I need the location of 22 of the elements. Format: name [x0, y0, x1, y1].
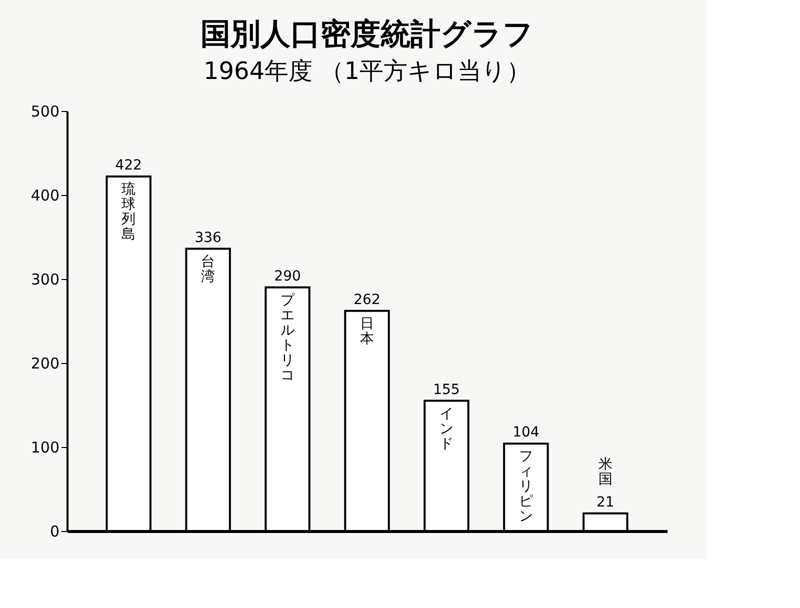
data-label: 336	[194, 230, 222, 246]
y-tick-label: 100	[30, 438, 60, 456]
data-label: 104	[512, 424, 540, 441]
y-tick-label: 500	[30, 102, 60, 120]
x-tick-label: 琉球列島	[122, 182, 136, 243]
y-tick-label: 0	[50, 522, 60, 540]
data-label: 155	[433, 382, 460, 398]
y-tick-label: 300	[30, 270, 60, 288]
data-label: 262	[354, 292, 380, 308]
x-tick-label: 台湾	[201, 254, 216, 285]
y-tick-label: 400	[30, 186, 60, 204]
x-tick-label: 米国	[598, 456, 612, 488]
x-tick-label: 日本	[360, 316, 374, 347]
data-label: 290	[274, 268, 301, 284]
x-tick-label: インド	[439, 406, 454, 452]
x-tick-label: プエルトリコ	[280, 292, 296, 384]
chart-title: 国別人口密度統計グラフ	[200, 17, 534, 52]
data-label: 21	[596, 494, 614, 510]
data-label: 422	[115, 158, 142, 174]
x-tick-label: フィリピン	[518, 448, 533, 525]
y-tick-label: 200	[30, 354, 60, 372]
chart-subtitle: 1964年度 （1平方キロ当り）	[204, 57, 530, 85]
